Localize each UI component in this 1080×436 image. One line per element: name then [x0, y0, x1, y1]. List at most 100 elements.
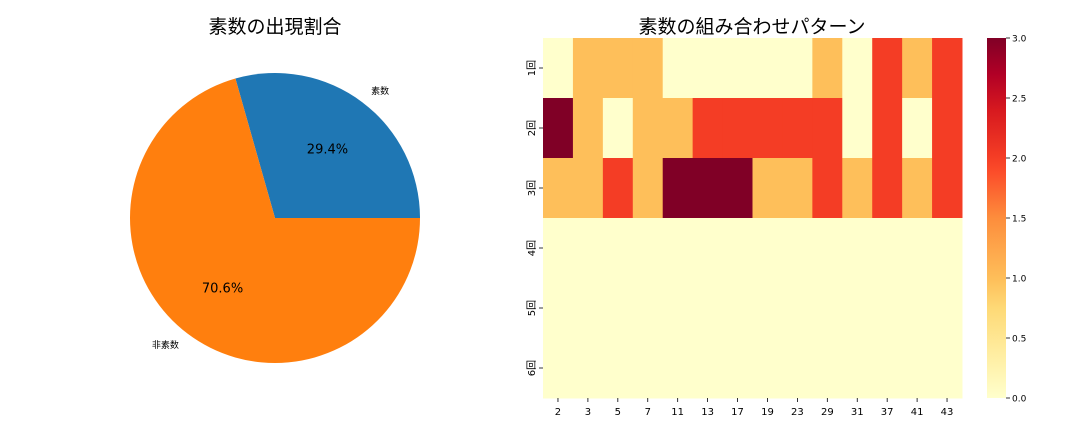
heatmap-cell: [632, 158, 664, 219]
heatmap-cell: [932, 38, 963, 99]
colorbar-gradient: [987, 38, 1006, 398]
heatmap-cell: [872, 338, 903, 399]
pie-percent-label: 70.6%: [202, 281, 243, 296]
heatmap-cell: [662, 38, 694, 99]
heatmap-cell: [812, 38, 843, 99]
x-tick-label: 29: [821, 407, 834, 418]
heatmap-cell: [662, 158, 694, 219]
heatmap-title: 素数の組み合わせパターン: [638, 16, 865, 38]
heatmap-cell: [662, 338, 694, 399]
heatmap-cell: [692, 338, 724, 399]
colorbar: 0.0 0.5 1.0 1.5 2.0 2.5 3.0: [987, 35, 1027, 405]
x-tick-label: 11: [671, 407, 684, 418]
heatmap-cell: [602, 38, 634, 99]
heatmap-cell: [842, 278, 873, 339]
pie-percent-label: 29.4%: [307, 143, 348, 158]
heatmap-cell: [932, 278, 963, 339]
heatmap-cell: [842, 158, 873, 219]
heatmap-cell: [543, 218, 574, 279]
heatmap-cell: [812, 338, 843, 399]
x-tick-label: 5: [615, 407, 621, 418]
x-tick-label: 2: [555, 407, 561, 418]
heatmap-cell: [812, 218, 843, 279]
heatmap-cell: [662, 98, 694, 159]
heatmap-cell: [722, 38, 753, 99]
heatmap-cell: [543, 38, 574, 99]
heatmap-cell: [782, 98, 813, 159]
x-tick-label: 41: [911, 407, 924, 418]
heatmap-cell: [842, 98, 873, 159]
heatmap-cell: [632, 38, 664, 99]
heatmap-cell: [692, 98, 724, 159]
x-tick-label: 7: [645, 407, 651, 418]
heatmap-cell: [602, 98, 634, 159]
heatmap-cell: [543, 338, 574, 399]
heatmap-cell: [842, 338, 873, 399]
heatmap-cell: [872, 158, 903, 219]
pie-chart: 29.4% 素数 70.6% 非素数: [129, 73, 420, 364]
y-tick-label: 5回: [526, 300, 538, 316]
heatmap-cell: [782, 278, 813, 339]
heatmap-cell: [902, 338, 933, 399]
heatmap-cell: [932, 98, 963, 159]
heatmap-cell: [902, 158, 933, 219]
heatmap-cell: [572, 278, 604, 339]
y-tick-label: 3回: [526, 180, 538, 196]
heatmap-cell: [632, 98, 664, 159]
heatmap-cell: [872, 98, 903, 159]
heatmap-cell: [812, 158, 843, 219]
heatmap-cell: [543, 278, 574, 339]
heatmap-cell: [812, 278, 843, 339]
heatmap-cell: [902, 278, 933, 339]
heatmap-cell: [842, 218, 873, 279]
x-tick-label: 13: [701, 407, 714, 418]
colorbar-tick-label: 0.0: [1012, 395, 1027, 405]
heatmap-cell: [602, 218, 634, 279]
heatmap-cell: [752, 98, 783, 159]
heatmap-cell: [932, 338, 963, 399]
heatmap-cell: [722, 98, 753, 159]
x-tick-label: 43: [941, 407, 954, 418]
heatmap-cell: [752, 218, 783, 279]
heatmap-cell: [842, 38, 873, 99]
heatmap-cell: [602, 338, 634, 399]
heatmap-cell: [662, 278, 694, 339]
heatmap-cell: [722, 158, 753, 219]
pie-slice: [235, 73, 420, 218]
heatmap-cell: [602, 158, 634, 219]
heatmap-cell: [692, 218, 724, 279]
heatmap-cell: [932, 218, 963, 279]
heatmap-cell: [752, 278, 783, 339]
heatmap-cell: [572, 98, 604, 159]
heatmap-cell: [782, 158, 813, 219]
colorbar-tick-label: 1.5: [1012, 215, 1026, 225]
x-tick-label: 37: [881, 407, 894, 418]
heatmap-cell: [692, 278, 724, 339]
heatmap-cell: [572, 218, 604, 279]
pie-slice-label: 非素数: [152, 339, 179, 351]
colorbar-tick-label: 2.0: [1012, 155, 1027, 165]
heatmap-cell: [692, 158, 724, 219]
heatmap-cell: [752, 158, 783, 219]
x-tick-label: 3: [585, 407, 591, 418]
heatmap-cell: [752, 338, 783, 399]
heatmap-cell: [632, 338, 664, 399]
heatmap-cell: [543, 158, 574, 219]
heatmap-cell: [572, 338, 604, 399]
heatmap-cell: [782, 38, 813, 99]
heatmap-cell: [632, 218, 664, 279]
colorbar-tick-label: 0.5: [1012, 335, 1026, 345]
heatmap-cell: [872, 218, 903, 279]
heatmap-cell: [722, 218, 753, 279]
y-tick-label: 6回: [526, 360, 538, 376]
heatmap-cell: [902, 98, 933, 159]
x-tick-label: 19: [761, 407, 774, 418]
heatmap-cell: [543, 98, 574, 159]
heatmap-cell: [812, 98, 843, 159]
heatmap-cell: [572, 158, 604, 219]
colorbar-tick-label: 3.0: [1012, 35, 1027, 45]
heatmap-cell: [782, 218, 813, 279]
x-tick-label: 17: [731, 407, 744, 418]
heatmap-cell: [902, 218, 933, 279]
